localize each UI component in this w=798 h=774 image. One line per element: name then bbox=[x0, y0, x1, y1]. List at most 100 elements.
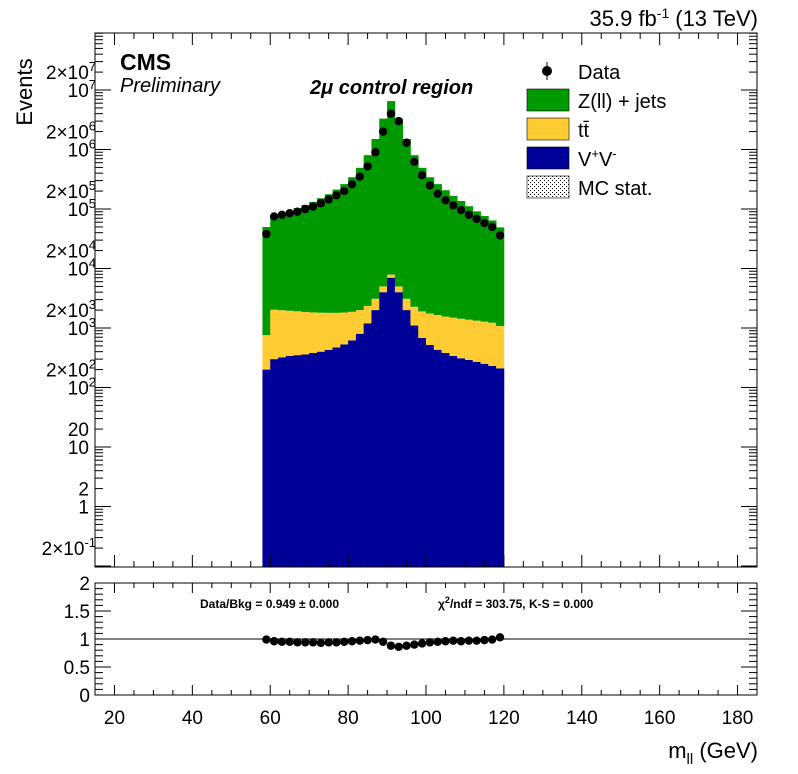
bar-ttbar-119 bbox=[496, 326, 505, 369]
bar-zjets-77 bbox=[332, 189, 341, 313]
ratio-point-81 bbox=[347, 637, 357, 646]
bar-vv-99 bbox=[418, 337, 427, 567]
ratio-point-67 bbox=[293, 638, 302, 647]
x-tick-label: 80 bbox=[338, 708, 359, 729]
bar-zjets-61 bbox=[270, 215, 279, 310]
bar-vv-115 bbox=[480, 363, 489, 567]
ratio-plot: 0 0.5 1 1.5 2 20 40 60 80 100 120 140 160 180 bbox=[64, 574, 758, 729]
ratio-y-tick-label: 1 bbox=[79, 630, 90, 651]
data-point-81 bbox=[347, 180, 357, 189]
legend-label-zjets: Z(ll) + jets bbox=[578, 91, 666, 113]
data-point-59 bbox=[262, 229, 271, 239]
y-tick-label: 2×104 bbox=[46, 238, 96, 263]
data-point-107 bbox=[449, 201, 458, 210]
data-point-77 bbox=[332, 191, 341, 200]
bar-ttbar-117 bbox=[488, 322, 497, 366]
bar-zjets-97 bbox=[410, 155, 419, 307]
y-axis-title: Events bbox=[12, 58, 37, 125]
x-tick-label: 140 bbox=[566, 708, 598, 729]
bar-ttbar-97 bbox=[410, 306, 419, 326]
bar-zjets-81 bbox=[348, 177, 357, 312]
ratio-point-109 bbox=[456, 637, 466, 646]
ratio-point-83 bbox=[355, 636, 364, 645]
data-point-71 bbox=[308, 202, 318, 211]
bar-vv-79 bbox=[340, 344, 349, 567]
y-tick-label: 20 bbox=[68, 420, 89, 441]
bar-zjets-117 bbox=[488, 220, 497, 323]
data-point-101 bbox=[425, 181, 435, 190]
ratio-y-tick-label: 2 bbox=[79, 574, 90, 595]
legend-label-mcstat: MC stat. bbox=[578, 178, 652, 200]
bar-vv-73 bbox=[316, 351, 326, 567]
x-tick-label: 100 bbox=[410, 708, 442, 729]
x-tick-label: 120 bbox=[488, 708, 520, 729]
y-tick-label: 10 bbox=[68, 438, 89, 459]
legend-swatch-vv bbox=[526, 146, 570, 170]
data-point-97 bbox=[410, 157, 419, 167]
data-point-119 bbox=[495, 231, 505, 240]
bar-zjets-87 bbox=[371, 138, 380, 299]
bar-ttbar-83 bbox=[355, 310, 365, 334]
bar-ttbar-107 bbox=[449, 317, 458, 356]
bar-vv-105 bbox=[441, 353, 450, 567]
bar-ttbar-111 bbox=[464, 319, 474, 360]
bar-ttbar-77 bbox=[332, 312, 341, 348]
bar-zjets-103 bbox=[433, 184, 442, 316]
data-point-93 bbox=[394, 116, 403, 126]
x-tick-label: 20 bbox=[104, 708, 125, 729]
bar-zjets-99 bbox=[418, 167, 427, 312]
bar-zjets-89 bbox=[379, 118, 388, 287]
ratio-point-91 bbox=[386, 641, 396, 650]
bar-ttbar-95 bbox=[402, 298, 411, 311]
y-tick-label: 2×107 bbox=[46, 59, 96, 84]
bar-vv-95 bbox=[402, 310, 411, 567]
bar-zjets-107 bbox=[449, 195, 458, 318]
data-point-103 bbox=[433, 189, 442, 199]
ratio-point-97 bbox=[410, 640, 419, 649]
bar-ttbar-101 bbox=[426, 313, 435, 345]
y-tick-label: 2×10-1 bbox=[42, 535, 96, 560]
ratio-point-117 bbox=[488, 635, 497, 644]
ratio-point-105 bbox=[441, 637, 450, 646]
bar-vv-117 bbox=[488, 365, 497, 567]
y-tick-label: 2×105 bbox=[46, 178, 96, 203]
bar-zjets-111 bbox=[464, 206, 474, 320]
bar-vv-59 bbox=[262, 369, 271, 567]
bar-vv-69 bbox=[301, 354, 310, 567]
x-tick-label: 40 bbox=[182, 708, 203, 729]
legend-entry-vv: V+V- bbox=[526, 146, 617, 171]
data-point-109 bbox=[456, 205, 466, 215]
bar-vv-113 bbox=[472, 361, 481, 567]
bar-vv-85 bbox=[363, 323, 372, 567]
ratio-point-99 bbox=[417, 639, 427, 648]
ratio-point-89 bbox=[378, 637, 388, 646]
experiment-label: CMS bbox=[120, 49, 171, 75]
legend-entry-ttbar: tt̄ bbox=[526, 117, 590, 142]
bar-vv-119 bbox=[496, 368, 505, 567]
bar-zjets-85 bbox=[363, 155, 372, 306]
data-point-99 bbox=[417, 170, 427, 180]
bar-ttbar-81 bbox=[348, 311, 357, 341]
y-tick-label: 2 bbox=[78, 480, 89, 501]
ratio-point-87 bbox=[371, 635, 380, 644]
lumi-label: 35.9 fb-1 (13 TeV) bbox=[590, 5, 758, 31]
legend-data-marker bbox=[542, 66, 552, 76]
data-point-75 bbox=[324, 195, 333, 204]
ratio-point-79 bbox=[340, 637, 349, 646]
legend-swatch-mcstat bbox=[526, 175, 570, 199]
bar-vv-97 bbox=[410, 325, 419, 567]
x-tick-label: 160 bbox=[644, 708, 676, 729]
bar-ttbar-87 bbox=[371, 298, 380, 311]
main-plot: 2×10-11210201022×1021032×1031042×1041052… bbox=[42, 32, 758, 568]
bar-vv-87 bbox=[371, 310, 380, 567]
ratio-point-113 bbox=[472, 636, 481, 645]
bar-zjets-69 bbox=[301, 204, 310, 312]
bar-zjets-71 bbox=[309, 201, 318, 313]
bar-ttbar-109 bbox=[457, 318, 466, 359]
bar-ttbar-63 bbox=[278, 310, 287, 358]
data-point-89 bbox=[378, 127, 388, 136]
bar-vv-83 bbox=[355, 333, 365, 567]
legend-label-vv: V+V- bbox=[578, 146, 617, 171]
ratio-axis-ticks: 0 0.5 1 1.5 2 20 40 60 80 100 120 140 160 180 bbox=[64, 574, 757, 729]
bar-vv-103 bbox=[433, 349, 442, 567]
